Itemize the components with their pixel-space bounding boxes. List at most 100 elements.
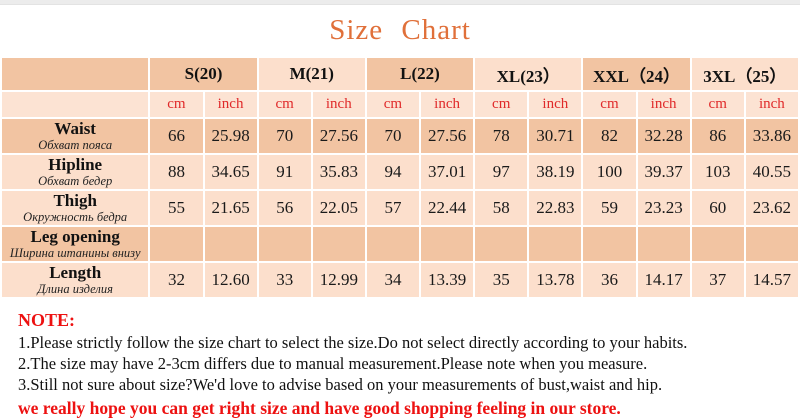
measurement-row-thigh: Thigh Окружность бедра 55 21.65 56 22.05 57 22.… xyxy=(2,191,798,225)
note-line-1: 1.Please strictly follow the size chart … xyxy=(18,333,688,352)
value-cell-waist-4: 70 xyxy=(366,119,419,153)
value-cell-hipline-6: 97 xyxy=(475,155,528,189)
value-cell-leg-opening-10 xyxy=(691,227,744,261)
size-header-row: S(20) M(21) L(22) XL(23） XXL（24） 3XL（25） xyxy=(2,58,798,90)
unit-cm-5: cm xyxy=(691,92,744,117)
measurement-name-waist: Waist xyxy=(54,119,96,138)
row-label-waist: Waist Обхват пояса xyxy=(2,119,149,153)
value-cell-waist-5: 27.56 xyxy=(421,119,474,153)
value-cell-hipline-5: 37.01 xyxy=(421,155,474,189)
value-cell-waist-1: 25.98 xyxy=(204,119,257,153)
unit-cm-2: cm xyxy=(366,92,419,117)
note-heading: NOTE: xyxy=(18,310,76,330)
value-cell-length-0: 32 xyxy=(150,263,203,297)
value-cell-length-5: 13.39 xyxy=(421,263,474,297)
measurement-row-hipline: Hipline Обхват бедер 88 34.65 91 35.83 94 37.01… xyxy=(2,155,798,189)
value-cell-length-6: 35 xyxy=(475,263,528,297)
value-cell-waist-11: 33.86 xyxy=(745,119,798,153)
size-header-2: L(22) xyxy=(366,58,474,90)
row-label-leg-opening: Leg opening Ширина штанины внизу xyxy=(2,227,149,261)
value-cell-length-7: 13.78 xyxy=(529,263,582,297)
value-cell-length-2: 33 xyxy=(258,263,311,297)
value-cell-hipline-3: 35.83 xyxy=(312,155,365,189)
value-cell-leg-opening-6 xyxy=(475,227,528,261)
measurement-name-ru-leg-opening: Ширина штанины внизу xyxy=(9,245,141,260)
value-cell-leg-opening-7 xyxy=(529,227,582,261)
value-cell-hipline-11: 40.55 xyxy=(745,155,798,189)
size-header-5: 3XL（25） xyxy=(691,58,798,90)
measurement-name-ru-waist: Обхват пояса xyxy=(38,137,113,152)
note-line-3: 3.Still not sure about size?We'd love to… xyxy=(18,375,663,395)
size-chart-table: S(20) M(21) L(22) XL(23） XXL（24） 3XL（25） cm inc… xyxy=(0,56,800,299)
unit-inch-0: inch xyxy=(204,92,257,117)
unit-cm-1: cm xyxy=(258,92,311,117)
value-cell-thigh-11: 23.62 xyxy=(745,191,798,225)
value-cell-thigh-9: 23.23 xyxy=(637,191,690,225)
value-cell-length-11: 14.57 xyxy=(745,263,798,297)
value-cell-length-4: 34 xyxy=(366,263,419,297)
value-cell-leg-opening-11 xyxy=(745,227,798,261)
size-header-4: XXL（24） xyxy=(583,58,690,90)
value-cell-thigh-10: 60 xyxy=(691,191,744,225)
value-cell-waist-6: 78 xyxy=(475,119,528,153)
unit-inch-3: inch xyxy=(529,92,582,117)
value-cell-leg-opening-3 xyxy=(312,227,365,261)
value-cell-thigh-8: 59 xyxy=(583,191,636,225)
value-cell-leg-opening-9 xyxy=(637,227,690,261)
measurement-name-ru-length: Длина изделия xyxy=(37,281,113,296)
value-cell-leg-opening-0 xyxy=(150,227,203,261)
unit-header-row: cm inch cm inch cm inch cm inch cm inch cm inch xyxy=(2,92,798,117)
page-top-strip xyxy=(0,0,800,5)
value-cell-hipline-2: 91 xyxy=(258,155,311,189)
measurement-name-ru-hipline: Обхват бедер xyxy=(38,173,113,188)
value-cell-waist-9: 32.28 xyxy=(637,119,690,153)
value-cell-hipline-4: 94 xyxy=(366,155,419,189)
value-cell-hipline-7: 38.19 xyxy=(529,155,582,189)
value-cell-hipline-0: 88 xyxy=(150,155,203,189)
size-header-3: XL(23） xyxy=(475,58,582,90)
value-cell-thigh-3: 22.05 xyxy=(312,191,365,225)
value-cell-leg-opening-4 xyxy=(366,227,419,261)
page-title: Size Chart xyxy=(329,14,471,46)
value-cell-waist-8: 82 xyxy=(583,119,636,153)
value-cell-length-8: 36 xyxy=(583,263,636,297)
value-cell-thigh-5: 22.44 xyxy=(421,191,474,225)
measurement-name-leg-opening: Leg opening xyxy=(30,227,120,246)
value-cell-waist-0: 66 xyxy=(150,119,203,153)
value-cell-hipline-10: 103 xyxy=(691,155,744,189)
unit-cm-4: cm xyxy=(583,92,636,117)
value-cell-leg-opening-8 xyxy=(583,227,636,261)
unit-inch-2: inch xyxy=(421,92,474,117)
measurement-name-thigh: Thigh xyxy=(53,191,97,210)
measurement-name-hipline: Hipline xyxy=(48,155,103,174)
value-cell-thigh-0: 55 xyxy=(150,191,203,225)
measurement-row-length: Length Длина изделия 32 12.60 33 12.99 34 13.39… xyxy=(2,263,798,297)
unit-inch-1: inch xyxy=(312,92,365,117)
value-cell-thigh-7: 22.83 xyxy=(529,191,582,225)
unit-inch-4: inch xyxy=(637,92,690,117)
unit-cm-3: cm xyxy=(475,92,528,117)
value-cell-length-3: 12.99 xyxy=(312,263,365,297)
value-cell-waist-7: 30.71 xyxy=(529,119,582,153)
value-cell-leg-opening-5 xyxy=(421,227,474,261)
row-label-length: Length Длина изделия xyxy=(2,263,149,297)
value-cell-length-1: 12.60 xyxy=(204,263,257,297)
value-cell-length-9: 14.17 xyxy=(637,263,690,297)
value-cell-thigh-1: 21.65 xyxy=(204,191,257,225)
measurement-row-waist: Waist Обхват пояса 66 25.98 70 27.56 70 27.56 78… xyxy=(2,119,798,153)
value-cell-thigh-4: 57 xyxy=(366,191,419,225)
note-line-2: 2.The size may have 2-3cm differs due to… xyxy=(18,354,648,374)
value-cell-leg-opening-1 xyxy=(204,227,257,261)
value-cell-waist-2: 70 xyxy=(258,119,311,153)
unit-cm-0: cm xyxy=(150,92,203,117)
value-cell-waist-3: 27.56 xyxy=(312,119,365,153)
value-cell-hipline-8: 100 xyxy=(583,155,636,189)
note-section: NOTE: 1.Please strictly follow the size … xyxy=(18,310,800,419)
value-cell-leg-opening-2 xyxy=(258,227,311,261)
unit-corner-cell xyxy=(2,92,149,117)
value-cell-waist-10: 86 xyxy=(691,119,744,153)
value-cell-thigh-6: 58 xyxy=(475,191,528,225)
row-label-hipline: Hipline Обхват бедер xyxy=(2,155,149,189)
size-header-1: M(21) xyxy=(258,58,365,90)
size-header-0: S(20) xyxy=(150,58,257,90)
